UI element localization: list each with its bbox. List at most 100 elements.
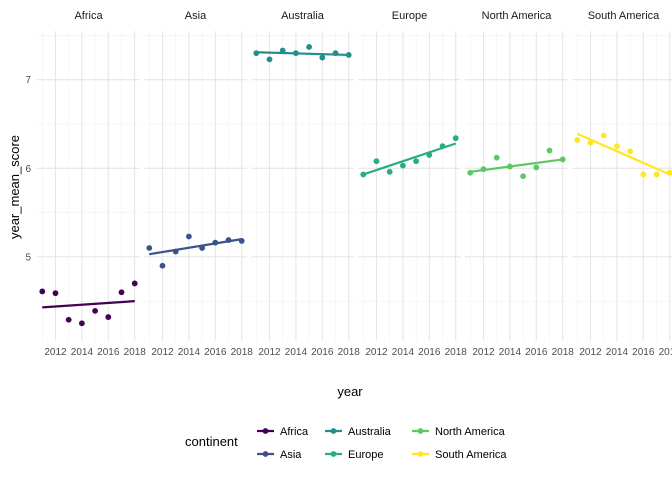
legend-item-north-america: North America (412, 426, 506, 438)
legend-items: Africa Asia Australia Europe North America So… (257, 426, 507, 461)
data-point (292, 50, 299, 57)
trend-line (576, 132, 671, 176)
data-point (65, 316, 72, 323)
x-tick-label: 2018 (124, 347, 147, 358)
trend-line (42, 300, 135, 309)
gridlines (465, 31, 568, 341)
data-point (306, 44, 313, 50)
data-point (467, 169, 474, 176)
legend-title: continent (185, 434, 238, 449)
facet-strip-label: Europe (392, 10, 427, 22)
data-point (52, 290, 59, 297)
legend-key-point (262, 451, 269, 457)
data-point (587, 139, 594, 146)
data-point (533, 164, 540, 171)
facet-strip-label: Asia (185, 10, 207, 22)
data-point (92, 307, 99, 314)
legend-label: Australia (348, 426, 392, 438)
x-tick-label: 2018 (338, 347, 361, 358)
x-tick-label: 2016 (311, 347, 334, 358)
legend-item-asia: Asia (257, 449, 302, 461)
gridlines (572, 31, 672, 341)
x-tick-label: 2012 (151, 347, 174, 358)
data-point (332, 50, 339, 57)
x-tick-label: 2016 (632, 347, 655, 358)
data-point (105, 314, 112, 320)
data-point (666, 169, 672, 176)
data-point (279, 47, 286, 54)
legend-key-point (330, 428, 337, 434)
facet-strip-label: South America (588, 10, 660, 22)
data-point (399, 162, 406, 169)
facet-strip-label: Africa (74, 10, 103, 22)
x-tick-label: 2012 (365, 347, 388, 358)
legend-label: Asia (280, 449, 302, 461)
legend-item-south-america: South America (412, 449, 507, 461)
x-axis-title: year (337, 384, 363, 399)
gridlines (358, 31, 461, 341)
data-point (238, 238, 245, 244)
data-point (360, 171, 367, 178)
data-point (172, 248, 179, 255)
x-tick-label: 2014 (606, 347, 629, 358)
x-tick-label: 2018 (659, 347, 672, 358)
data-point (627, 148, 634, 155)
x-tick-label: 2018 (552, 347, 575, 358)
facet-panel-asia: Asia 2012 2014 2016 2018 (144, 10, 253, 358)
data-point (613, 143, 620, 150)
data-point (266, 56, 273, 63)
data-point (452, 135, 459, 142)
x-tick-label: 2012 (44, 347, 67, 358)
gridlines (144, 31, 247, 341)
data-point (506, 163, 513, 170)
x-tick-label: 2014 (71, 347, 94, 358)
x-tick-label: 2012 (258, 347, 281, 358)
data-point (546, 147, 553, 154)
data-point (199, 245, 206, 251)
gridlines (37, 31, 140, 341)
trend-line (362, 142, 457, 176)
x-tick-label: 2016 (204, 347, 227, 358)
legend-item-europe: Europe (325, 449, 383, 461)
data-point (131, 280, 138, 287)
data-point (146, 245, 153, 251)
x-tick-label: 2016 (97, 347, 120, 358)
data-point (185, 233, 192, 240)
data-point (439, 143, 446, 150)
gridlines (251, 31, 354, 341)
data-point (559, 156, 566, 163)
data-point (600, 132, 607, 139)
x-tick-label: 2014 (392, 347, 415, 358)
x-tick-label: 2014 (499, 347, 522, 358)
legend-item-australia: Australia (325, 426, 392, 438)
data-point (574, 137, 581, 143)
x-tick-label: 2012 (472, 347, 495, 358)
facet-panel-north-america: North America 2012 2014 2016 2018 (465, 10, 574, 358)
facet-strip-label: North America (482, 10, 553, 22)
legend-label: Africa (280, 426, 309, 438)
legend-key-point (417, 428, 424, 434)
legend-item-africa: Africa (257, 426, 309, 438)
y-tick-label: 6 (25, 164, 31, 175)
data-point (413, 158, 420, 165)
data-point (225, 237, 232, 243)
x-tick-label: 2016 (525, 347, 548, 358)
x-tick-label: 2018 (445, 347, 468, 358)
facet-panel-africa: Africa 2012 2014 2016 2018 (37, 10, 146, 358)
data-point (373, 158, 380, 165)
x-tick-label: 2016 (418, 347, 441, 358)
y-tick-label: 7 (25, 75, 31, 86)
data-point (78, 320, 85, 327)
data-point (319, 54, 326, 61)
data-point (253, 50, 260, 57)
x-tick-label: 2014 (178, 347, 201, 358)
data-point (520, 173, 527, 180)
data-point (386, 168, 393, 175)
legend-label: Europe (348, 449, 383, 461)
legend-label: South America (435, 449, 507, 461)
x-tick-label: 2018 (231, 347, 254, 358)
data-point (159, 262, 166, 269)
